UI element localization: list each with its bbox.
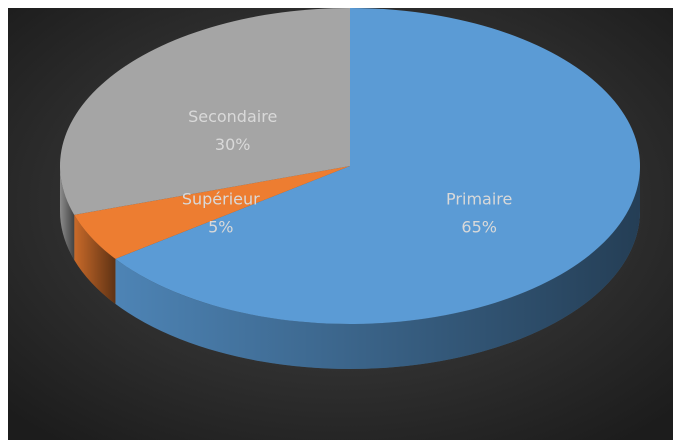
side-shade — [115, 166, 640, 369]
slice-value-label: 65% — [461, 217, 497, 236]
slice — [74, 166, 351, 259]
side-shade — [74, 214, 116, 304]
slice-value-label: 5% — [208, 217, 233, 236]
slice-label: Supérieur — [182, 189, 260, 208]
slice-label: Secondaire — [188, 107, 277, 126]
slice-value-label: 30% — [215, 135, 251, 154]
side-shade — [60, 166, 75, 260]
slice-label: Primaire — [446, 189, 512, 208]
pie: Primaire 65% Supérieur 5% Secondaire 30% — [59, 8, 640, 369]
slice — [59, 8, 351, 215]
slice — [115, 8, 640, 325]
